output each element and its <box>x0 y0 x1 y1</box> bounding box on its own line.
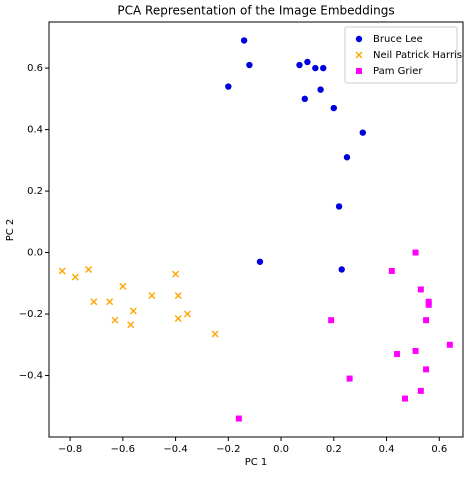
legend-box <box>344 26 458 84</box>
point <box>174 292 182 300</box>
point <box>425 298 432 305</box>
point <box>127 321 135 329</box>
point <box>296 61 303 69</box>
point <box>423 317 430 324</box>
point <box>246 61 253 69</box>
point <box>338 266 345 273</box>
y-tick-label: 0.4 <box>27 125 43 136</box>
point <box>58 267 66 275</box>
x-tick-label: 0.2 <box>326 444 342 455</box>
legend-label: Pam Grier <box>373 66 423 77</box>
point <box>256 258 264 265</box>
point <box>446 341 453 348</box>
point <box>211 330 219 338</box>
point <box>304 58 311 66</box>
x-tick-label: 0.6 <box>431 444 447 455</box>
point <box>240 37 248 44</box>
point <box>235 415 242 422</box>
legend-label: Neil Patrick Harris <box>373 50 462 61</box>
point <box>119 282 127 290</box>
point <box>412 347 419 354</box>
point <box>328 317 335 324</box>
x-tick-label: −0.8 <box>58 444 82 455</box>
point <box>148 292 156 300</box>
point <box>417 387 424 394</box>
point <box>71 273 79 281</box>
point <box>183 310 191 318</box>
point <box>172 270 180 278</box>
point <box>355 35 363 43</box>
y-tick-label: 0.6 <box>27 63 43 74</box>
point <box>412 249 419 256</box>
point <box>301 95 308 103</box>
point <box>423 366 430 373</box>
point <box>388 268 395 274</box>
x-tick-label: −0.6 <box>111 444 135 455</box>
legend-label: Bruce Lee <box>373 34 423 45</box>
point <box>401 395 408 402</box>
point <box>111 316 119 324</box>
y-tick-label: 0.2 <box>27 186 43 197</box>
chart-title: PCA Representation of the Image Embeddin… <box>117 4 394 18</box>
point <box>359 129 366 136</box>
point <box>129 307 137 315</box>
y-tick-label: 0.0 <box>27 248 43 259</box>
x-tick-label: 0.4 <box>379 444 395 455</box>
point <box>90 298 98 306</box>
point <box>425 301 432 308</box>
point <box>346 375 353 382</box>
x-axis-label: PC 1 <box>245 457 268 468</box>
y-axis-label: PC 2 <box>5 219 16 242</box>
point <box>312 64 319 72</box>
y-tick-label: −0.2 <box>19 309 43 320</box>
point <box>355 51 363 59</box>
point <box>106 298 114 306</box>
point <box>335 203 343 210</box>
point <box>356 68 362 74</box>
plot-frame <box>48 21 464 438</box>
point <box>417 286 424 293</box>
x-tick-label: 0.0 <box>273 444 289 455</box>
point <box>320 64 327 72</box>
point <box>174 315 182 323</box>
point <box>225 83 232 90</box>
point <box>317 86 324 93</box>
x-tick-label: −0.2 <box>216 444 240 455</box>
point <box>343 154 351 161</box>
point <box>330 104 337 112</box>
point <box>85 265 93 273</box>
point <box>394 351 401 357</box>
x-tick-label: −0.4 <box>163 444 187 455</box>
y-tick-label: −0.4 <box>19 371 43 382</box>
